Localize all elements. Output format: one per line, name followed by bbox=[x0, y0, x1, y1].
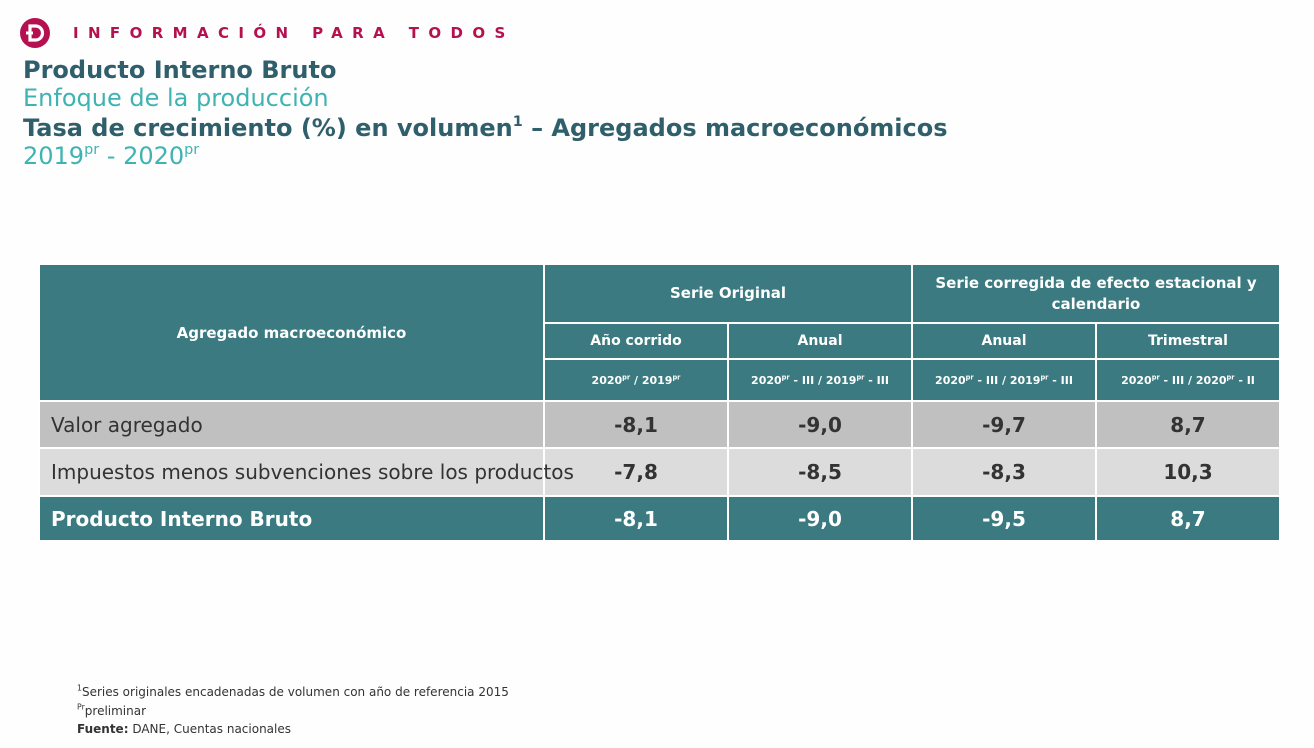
cell-value: 8,7 bbox=[1095, 400, 1281, 449]
cell-value: -9,5 bbox=[911, 495, 1097, 542]
footnote-preliminar: Prpreliminar bbox=[77, 702, 147, 718]
period-header: 2020pr - III / 2019pr - III bbox=[727, 358, 913, 402]
period-end-mark: pr bbox=[184, 141, 200, 158]
period-header: 2020pr / 2019pr bbox=[543, 358, 729, 402]
period-range: 2019pr - 2020pr bbox=[23, 143, 948, 170]
subheader-anual-corregida: Anual bbox=[911, 322, 1097, 360]
row-label: Producto Interno Bruto bbox=[38, 495, 545, 542]
period-separator: - bbox=[99, 142, 124, 170]
cell-value: -9,0 bbox=[727, 400, 913, 449]
header-serie-corregida: Serie corregida de efecto estacional y c… bbox=[911, 263, 1281, 324]
subheader-ano-corrido: Año corrido bbox=[543, 322, 729, 360]
source-note: Fuente: DANE, Cuentas nacionales bbox=[77, 722, 291, 736]
footnote-1: 1Series originales encadenadas de volume… bbox=[77, 683, 509, 699]
cell-value: -8,3 bbox=[911, 447, 1097, 497]
header-agregado: Agregado macroeconómico bbox=[38, 263, 545, 402]
cell-value: 10,3 bbox=[1095, 447, 1281, 497]
cell-value: -8,1 bbox=[543, 495, 729, 542]
footnotes: 1Series originales encadenadas de volume… bbox=[77, 683, 509, 739]
dane-logo bbox=[20, 18, 50, 48]
period-header: 2020pr - III / 2019pr - III bbox=[911, 358, 1097, 402]
table-heading: Tasa de crecimiento (%) en volumen1 – Ag… bbox=[23, 113, 948, 143]
page-title: Producto Interno Bruto bbox=[23, 56, 337, 84]
cell-value: -8,1 bbox=[543, 400, 729, 449]
subheader-anual-original: Anual bbox=[727, 322, 913, 360]
cell-value: 8,7 bbox=[1095, 495, 1281, 542]
tagline: INFORMACIÓN PARA TODOS bbox=[73, 24, 515, 42]
cell-value: -9,7 bbox=[911, 400, 1097, 449]
period-header: 2020pr - III / 2020pr - II bbox=[1095, 358, 1281, 402]
period-end: 2020 bbox=[123, 142, 185, 170]
period-start: 2019 bbox=[23, 142, 85, 170]
growth-table: Agregado macroeconómico Serie Original S… bbox=[38, 263, 1281, 542]
period-start-mark: pr bbox=[84, 141, 100, 158]
header-serie-original: Serie Original bbox=[543, 263, 913, 324]
title-block: Producto Interno Bruto Enfoque de la pro… bbox=[23, 56, 948, 170]
cell-value: -8,5 bbox=[727, 447, 913, 497]
page-subtitle: Enfoque de la producción bbox=[23, 84, 329, 112]
row-label: Impuestos menos subvenciones sobre los p… bbox=[38, 447, 574, 497]
heading-main: Tasa de crecimiento (%) en volumen bbox=[23, 114, 513, 142]
table-row: Impuestos menos subvenciones sobre los p… bbox=[38, 447, 1281, 497]
table-row-total: Producto Interno Bruto -8,1 -9,0 -9,5 8,… bbox=[38, 495, 1281, 542]
heading-footnote-mark: 1 bbox=[512, 113, 523, 130]
table-row: Valor agregado -8,1 -9,0 -9,7 8,7 bbox=[38, 400, 1281, 449]
cell-value: -9,0 bbox=[727, 495, 913, 542]
cell-value: -7,8 bbox=[543, 447, 729, 497]
row-label: Valor agregado bbox=[38, 400, 545, 449]
subheader-trimestral: Trimestral bbox=[1095, 322, 1281, 360]
heading-rest: – Agregados macroeconómicos bbox=[522, 114, 948, 142]
